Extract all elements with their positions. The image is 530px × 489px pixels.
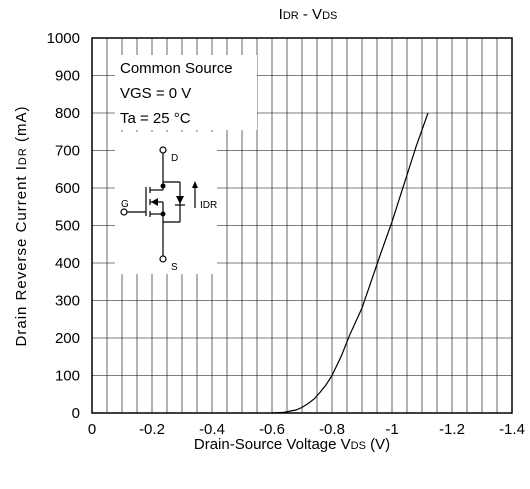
- condition-line-1: Common Source: [120, 60, 233, 77]
- circuit-label-source: S: [171, 262, 178, 273]
- y-tick-label: 300: [55, 293, 80, 310]
- grid: [92, 38, 512, 413]
- y-tick-label: 600: [55, 180, 80, 197]
- circuit-label-current: IDR: [200, 200, 217, 211]
- y-axis-label: Drain Reverse Current IDR (mA): [13, 106, 30, 347]
- y-tick-label: 400: [55, 255, 80, 272]
- x-tick-label: -1.4: [499, 421, 525, 438]
- title-sep: - V: [299, 6, 322, 23]
- x-axis-label-main: Drain-Source Voltage V: [194, 436, 351, 453]
- condition-line-3: Ta = 25 °C: [120, 110, 191, 127]
- y-tick-label: 700: [55, 143, 80, 160]
- condition-line-2: VGS = 0 V: [120, 85, 191, 102]
- x-axis-label: Drain-Source Voltage VDS (V): [194, 436, 390, 453]
- circuit-label-gate: G: [121, 199, 129, 210]
- y-tick-label: 200: [55, 330, 80, 347]
- y-tick-label: 100: [55, 368, 80, 385]
- y-tick-label: 800: [55, 105, 80, 122]
- title-main-sub: DR: [283, 10, 299, 22]
- y-tick-label: 1000: [47, 30, 80, 47]
- y-tick-label: 0: [72, 405, 80, 422]
- series-line: [271, 112, 429, 414]
- circuit-label-drain: D: [171, 153, 178, 164]
- x-tick-label: -1: [385, 421, 398, 438]
- x-tick-label: -0.8: [319, 421, 345, 438]
- plot-frame: [91, 37, 513, 414]
- x-tick-label: -1.2: [439, 421, 465, 438]
- y-axis-label-sub: DR: [17, 147, 29, 165]
- title-main: I: [279, 6, 283, 23]
- y-axis-label-main: Drain Reverse Current I: [13, 165, 30, 346]
- x-tick-label: -0.4: [199, 421, 225, 438]
- y-tick-label: 500: [55, 218, 80, 235]
- chart-title: IDR - VDS: [279, 6, 338, 23]
- mosfet-circuit-icon: [115, 132, 217, 274]
- title-sep-sub: DS: [322, 10, 337, 22]
- x-axis-label-sub: DS: [351, 440, 366, 452]
- y-tick-label: 900: [55, 68, 80, 85]
- x-axis-label-unit: (V): [366, 436, 390, 453]
- x-tick-label: -0.2: [139, 421, 165, 438]
- y-axis-label-unit: (mA): [13, 106, 30, 148]
- x-tick-labels: 0 -0.2 -0.4 -0.6 -0.8 -1 -1.2 -1.4: [88, 421, 525, 438]
- x-tick-label: 0: [88, 421, 96, 438]
- y-tick-labels: 0 100 200 300 400 500 600 700 800 900 1000: [47, 30, 80, 422]
- conditions-box: [115, 55, 257, 130]
- x-tick-label: -0.6: [259, 421, 285, 438]
